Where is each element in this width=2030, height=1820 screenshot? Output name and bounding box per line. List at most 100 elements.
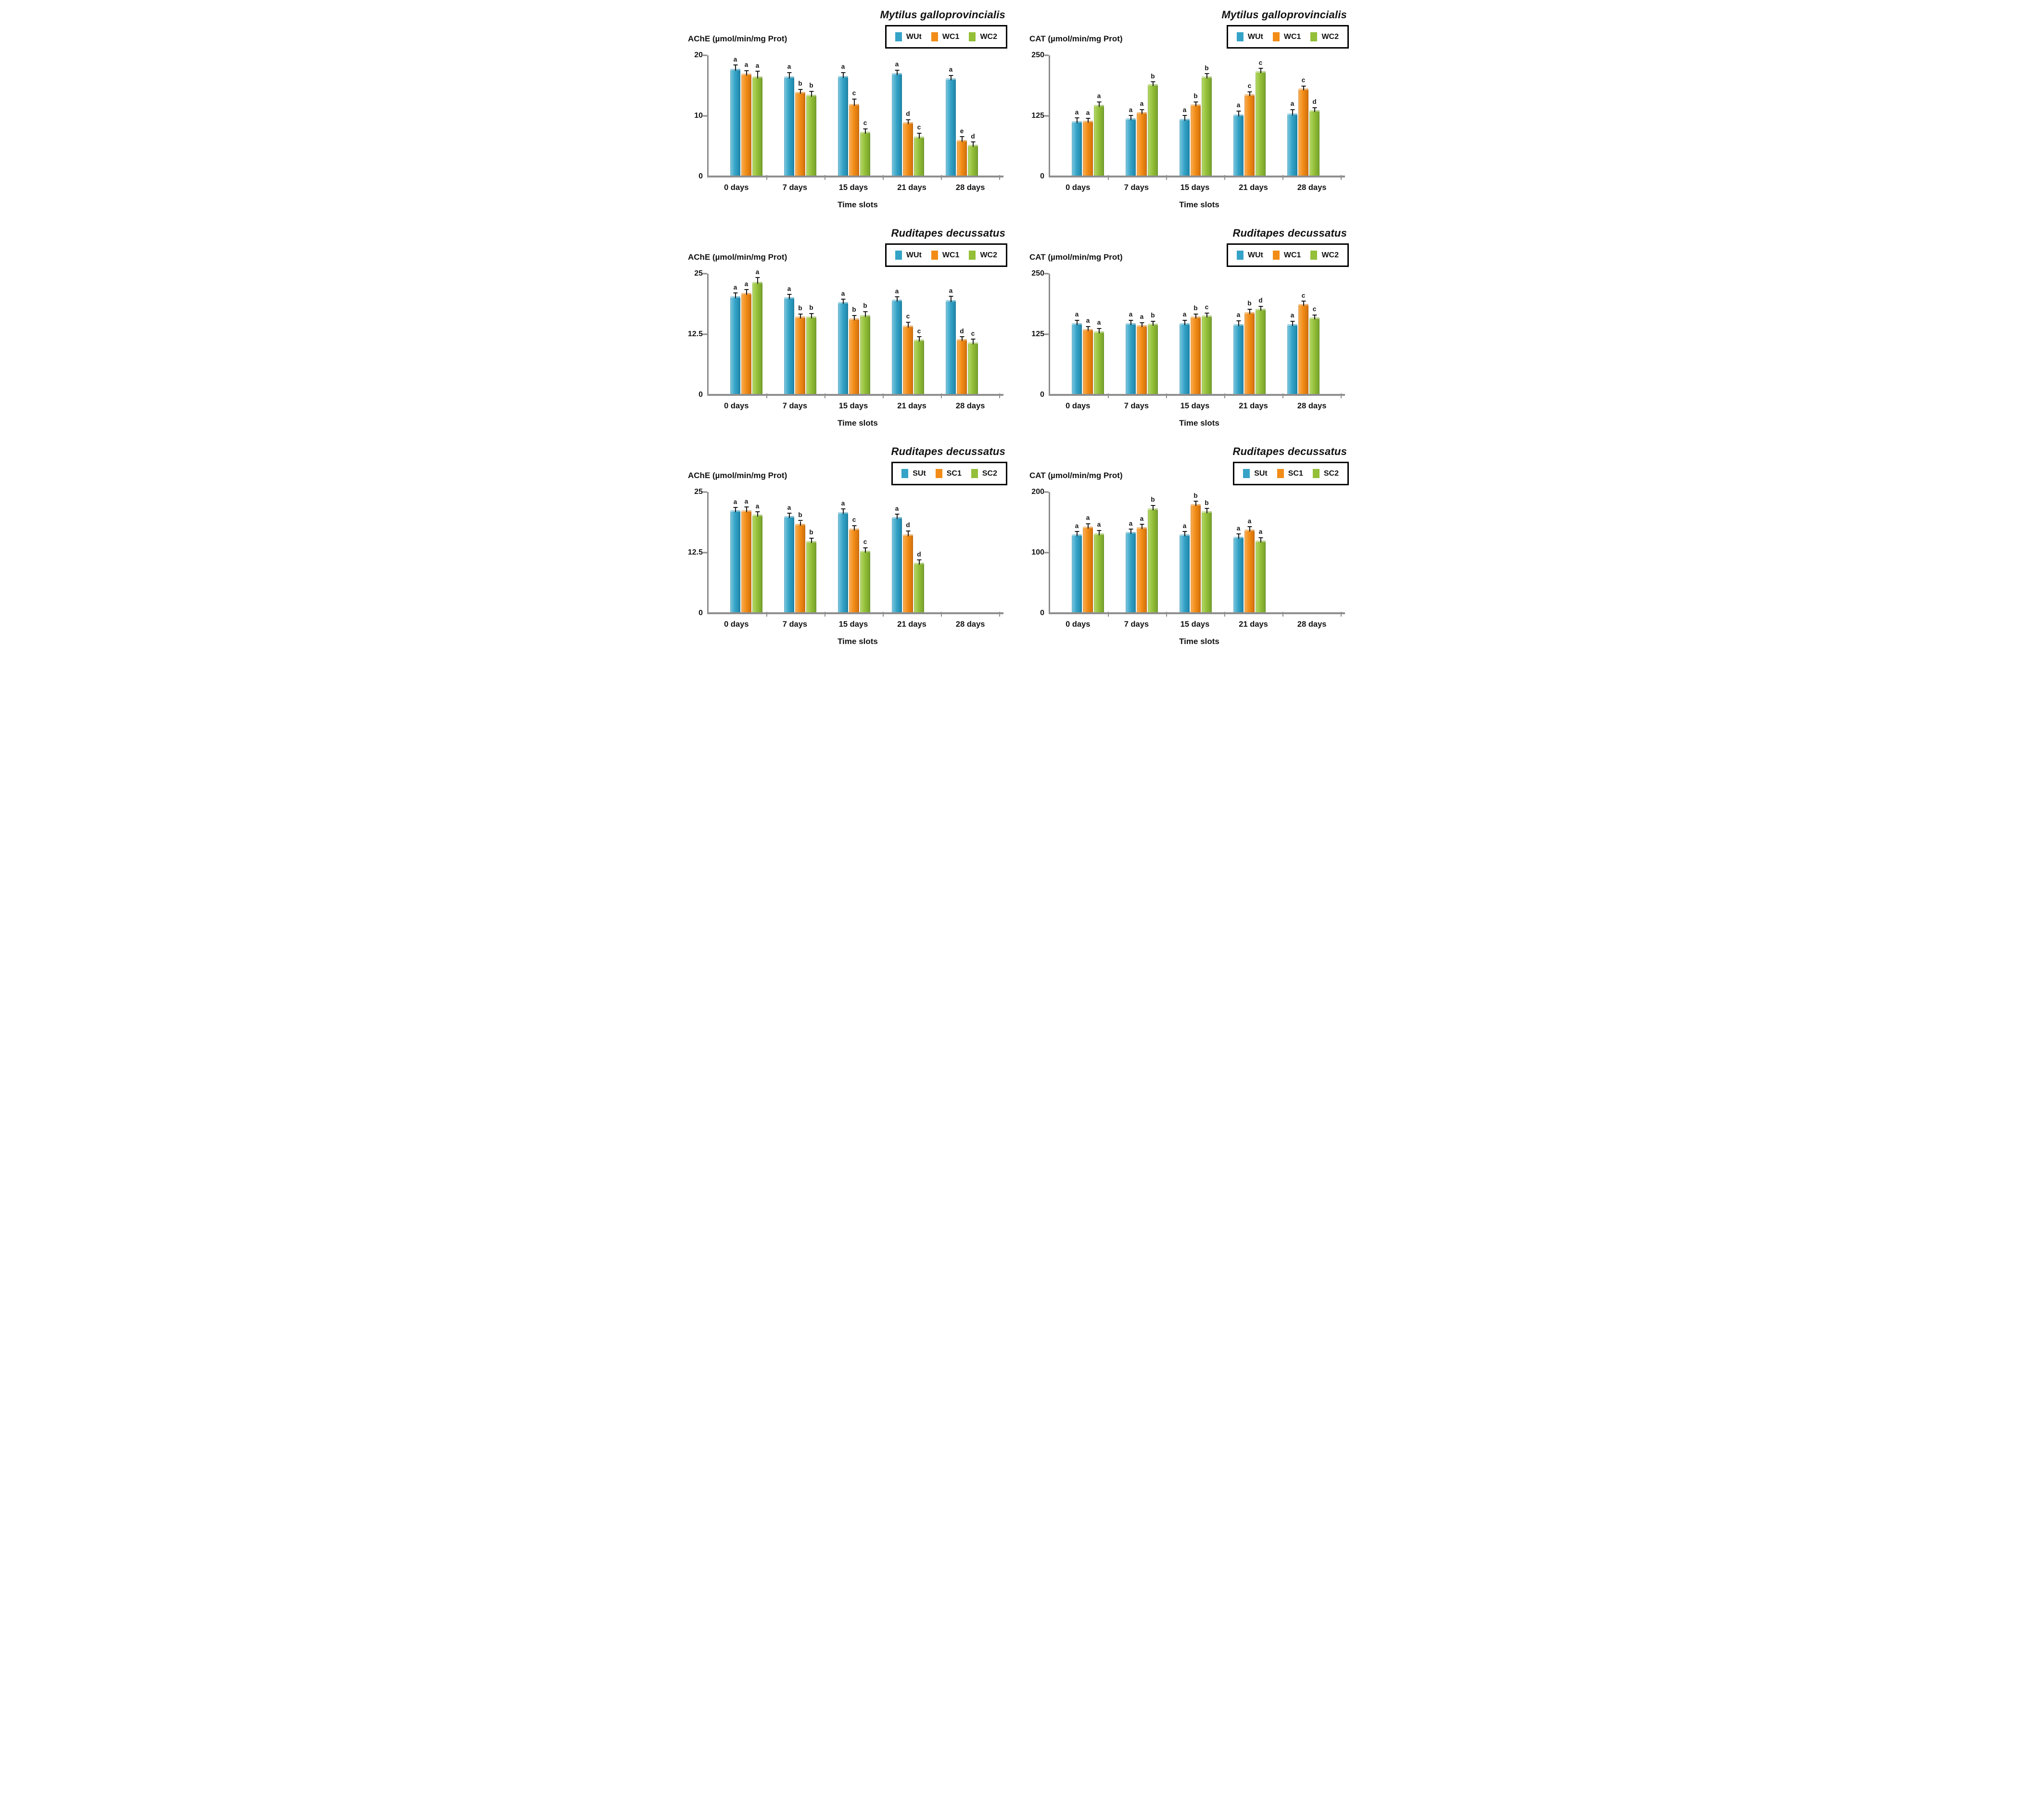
error-bar bbox=[853, 100, 855, 106]
error-bar-cap bbox=[1086, 326, 1090, 327]
significance-letter: a bbox=[1097, 521, 1101, 529]
legend-label: WUt bbox=[1247, 251, 1263, 259]
x-tick-label: 7 days bbox=[782, 620, 808, 629]
significance-letter: c bbox=[863, 119, 867, 127]
bar-slot: a bbox=[838, 274, 848, 395]
x-tick-label: 21 days bbox=[897, 620, 926, 629]
error-bar bbox=[1260, 538, 1261, 543]
legend: SUt SC1 SC2 bbox=[1233, 462, 1349, 485]
x-tick-label: 28 days bbox=[1297, 620, 1327, 629]
bar-wut bbox=[838, 76, 848, 177]
error-bar bbox=[746, 71, 747, 76]
y-axis-title: CAT (µmol/min/mg Prot) bbox=[1029, 253, 1123, 262]
error-bar-cap bbox=[917, 336, 921, 338]
significance-letter: b bbox=[809, 529, 813, 536]
x-tick-label: 28 days bbox=[1297, 402, 1327, 410]
legend-label: WC1 bbox=[1283, 251, 1301, 259]
chart-header: CAT (µmol/min/mg Prot) WUt WC1 WC2 bbox=[1029, 243, 1349, 267]
legend-label: WC2 bbox=[980, 32, 997, 41]
legend-label: WC2 bbox=[1321, 32, 1339, 41]
bar-sut bbox=[1126, 532, 1136, 613]
bar-wut bbox=[1180, 119, 1190, 177]
legend-item: WC2 bbox=[1310, 32, 1339, 41]
y-tick-mark bbox=[1044, 54, 1049, 56]
bar-slot: a bbox=[1233, 492, 1243, 613]
error-bar bbox=[853, 316, 855, 320]
bar-slot: a bbox=[1072, 492, 1082, 613]
chart-mytilus-cat: Mytilus galloprovincialis CAT (µmol/min/… bbox=[1015, 6, 1357, 210]
significance-letter: c bbox=[1247, 82, 1252, 90]
significance-letter: d bbox=[1312, 98, 1317, 106]
bar-slot: d bbox=[903, 492, 913, 613]
legend-swatch bbox=[1310, 32, 1318, 41]
error-bar bbox=[896, 297, 898, 302]
significance-letter: c bbox=[1301, 291, 1306, 299]
bar-slot: a bbox=[1180, 274, 1190, 395]
bar-wc1 bbox=[1244, 94, 1255, 177]
error-bar-cap bbox=[1247, 308, 1252, 310]
significance-letter: c bbox=[917, 124, 921, 131]
error-bar-cap bbox=[841, 72, 845, 73]
error-bar bbox=[1076, 320, 1078, 325]
legend-swatch bbox=[931, 251, 938, 260]
error-bar bbox=[1152, 321, 1154, 326]
error-bar bbox=[1184, 116, 1185, 121]
y-tick-label: 12.5 bbox=[687, 330, 703, 338]
legend-swatch bbox=[1243, 469, 1250, 478]
error-bar bbox=[788, 514, 790, 518]
legend-item: WC1 bbox=[931, 251, 959, 260]
x-tick-mark bbox=[1108, 393, 1109, 398]
bar-slot: a bbox=[892, 274, 902, 395]
x-tick-labels: 0 days 7 days 15 days 21 days 28 days bbox=[1049, 620, 1341, 629]
bar-slot: a bbox=[741, 274, 751, 395]
error-bar-cap bbox=[744, 70, 749, 71]
significance-letter: a bbox=[1075, 522, 1079, 530]
significance-letter: a bbox=[755, 268, 760, 276]
significance-letter: c bbox=[971, 329, 975, 337]
legend-swatch bbox=[969, 32, 976, 41]
bar-wc1 bbox=[1137, 325, 1147, 395]
error-bar-cap bbox=[1312, 314, 1317, 316]
error-bar bbox=[1076, 532, 1078, 537]
y-tick-label: 0 bbox=[1040, 609, 1044, 617]
error-bar-cap bbox=[1151, 81, 1155, 83]
bar-slot: a bbox=[946, 55, 956, 177]
bar-sc1 bbox=[741, 510, 751, 613]
bar-sut bbox=[1180, 534, 1190, 613]
x-tick-mark bbox=[883, 393, 884, 398]
error-bar-cap bbox=[1151, 505, 1155, 506]
bar-slot: d bbox=[914, 492, 924, 613]
x-tick-label: 21 days bbox=[1239, 620, 1268, 629]
bar-slot: d bbox=[903, 55, 913, 177]
error-bar bbox=[1152, 506, 1154, 511]
error-bar bbox=[1260, 306, 1261, 311]
error-bar-cap bbox=[1182, 319, 1187, 321]
bar-wut bbox=[1287, 324, 1297, 395]
x-tick-mark bbox=[999, 393, 1000, 398]
error-bar-cap bbox=[1129, 319, 1133, 321]
bar-wc1 bbox=[1298, 303, 1308, 395]
legend-item: WUt bbox=[1236, 251, 1263, 260]
significance-letter: d bbox=[906, 521, 910, 529]
bar-slot: c bbox=[860, 492, 870, 613]
bar-wc2 bbox=[1148, 84, 1158, 177]
x-tick-label: 21 days bbox=[1239, 402, 1268, 410]
bar-slot: a bbox=[1137, 492, 1147, 613]
error-bar bbox=[1087, 119, 1089, 123]
significance-letter: a bbox=[1140, 313, 1144, 321]
x-tick-mark bbox=[1166, 393, 1167, 398]
bar-slot: d bbox=[957, 274, 967, 395]
x-tick-label: 28 days bbox=[955, 402, 985, 410]
error-bar-cap bbox=[895, 296, 899, 298]
error-bar-cap bbox=[1247, 526, 1252, 528]
significance-letter: a bbox=[1140, 100, 1144, 108]
x-tick-mark bbox=[1108, 175, 1109, 180]
error-bar-cap bbox=[1097, 101, 1101, 102]
bar-slot: c bbox=[1256, 55, 1266, 177]
error-bar-cap bbox=[1258, 305, 1263, 307]
bar-wc1 bbox=[957, 339, 967, 395]
significance-letter: a bbox=[787, 504, 791, 511]
bar-wut bbox=[946, 78, 956, 177]
bar-slot: a bbox=[1180, 55, 1190, 177]
